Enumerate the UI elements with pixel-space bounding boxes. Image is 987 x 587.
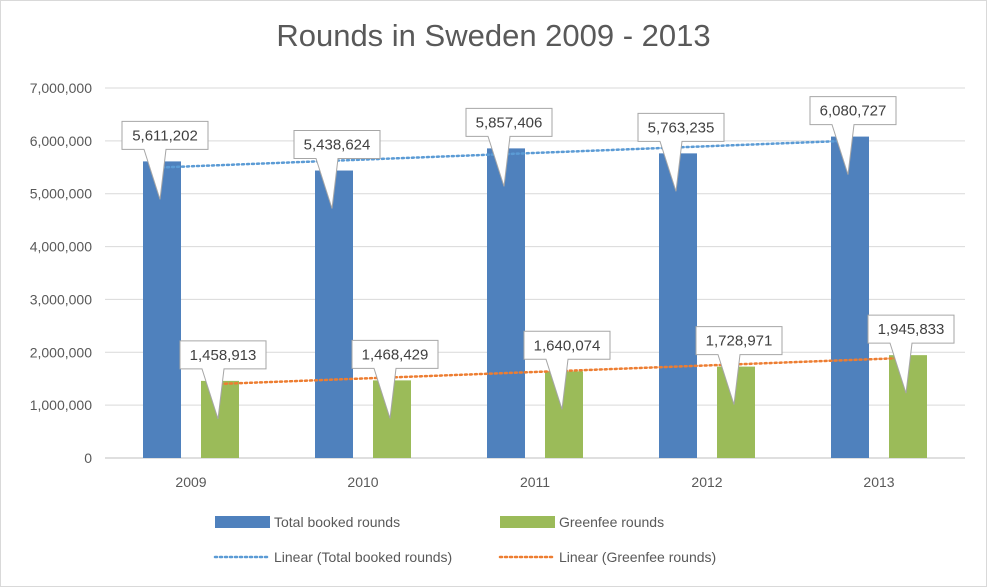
y-tick-label: 6,000,000 xyxy=(30,133,92,149)
data-label-callout xyxy=(121,120,209,200)
bar xyxy=(315,170,353,458)
data-label: 1,458,913 xyxy=(190,347,257,364)
data-label-callout xyxy=(867,314,955,394)
y-tick-label: 2,000,000 xyxy=(30,344,92,360)
data-label: 1,468,429 xyxy=(362,346,429,363)
data-label-callout xyxy=(695,326,783,405)
data-label-callout xyxy=(523,330,611,410)
x-tick-label: 2011 xyxy=(520,474,550,490)
y-tick-label: 3,000,000 xyxy=(30,291,92,307)
x-tick-label: 2010 xyxy=(347,474,378,490)
bar xyxy=(487,148,525,458)
legend-label: Linear (Greenfee rounds) xyxy=(559,549,716,565)
data-label: 1,640,074 xyxy=(534,337,601,354)
x-tick-label: 2013 xyxy=(863,474,894,490)
data-label: 1,728,971 xyxy=(706,333,773,350)
legend-swatch xyxy=(215,516,270,528)
bar xyxy=(143,161,181,458)
data-label-callout xyxy=(293,130,381,209)
y-tick-label: 1,000,000 xyxy=(30,397,92,413)
data-label-callout xyxy=(465,107,553,187)
x-tick-label: 2012 xyxy=(691,474,722,490)
y-tick-label: 4,000,000 xyxy=(30,239,92,255)
data-label: 5,438,624 xyxy=(304,137,371,154)
data-label-callout xyxy=(809,96,897,175)
legend-label: Total booked rounds xyxy=(274,514,400,530)
chart-title: Rounds in Sweden 2009 - 2013 xyxy=(276,18,711,53)
x-tick-label: 2009 xyxy=(175,474,206,490)
legend-swatch xyxy=(500,516,555,528)
bar xyxy=(831,136,869,458)
legend-label: Greenfee rounds xyxy=(559,514,664,530)
data-label-callout xyxy=(179,340,267,420)
data-label: 6,080,727 xyxy=(820,103,887,120)
data-label: 5,611,202 xyxy=(132,127,198,144)
legend-label: Linear (Total booked rounds) xyxy=(274,549,452,565)
y-tick-label: 7,000,000 xyxy=(30,80,92,96)
data-label-callout xyxy=(351,339,439,419)
data-label-callout xyxy=(637,112,725,192)
data-label: 1,945,833 xyxy=(878,321,945,338)
data-label: 5,763,235 xyxy=(648,119,715,136)
bar xyxy=(659,153,697,458)
y-tick-label: 0 xyxy=(84,450,92,466)
y-tick-label: 5,000,000 xyxy=(30,186,92,202)
data-label: 5,857,406 xyxy=(476,114,543,131)
